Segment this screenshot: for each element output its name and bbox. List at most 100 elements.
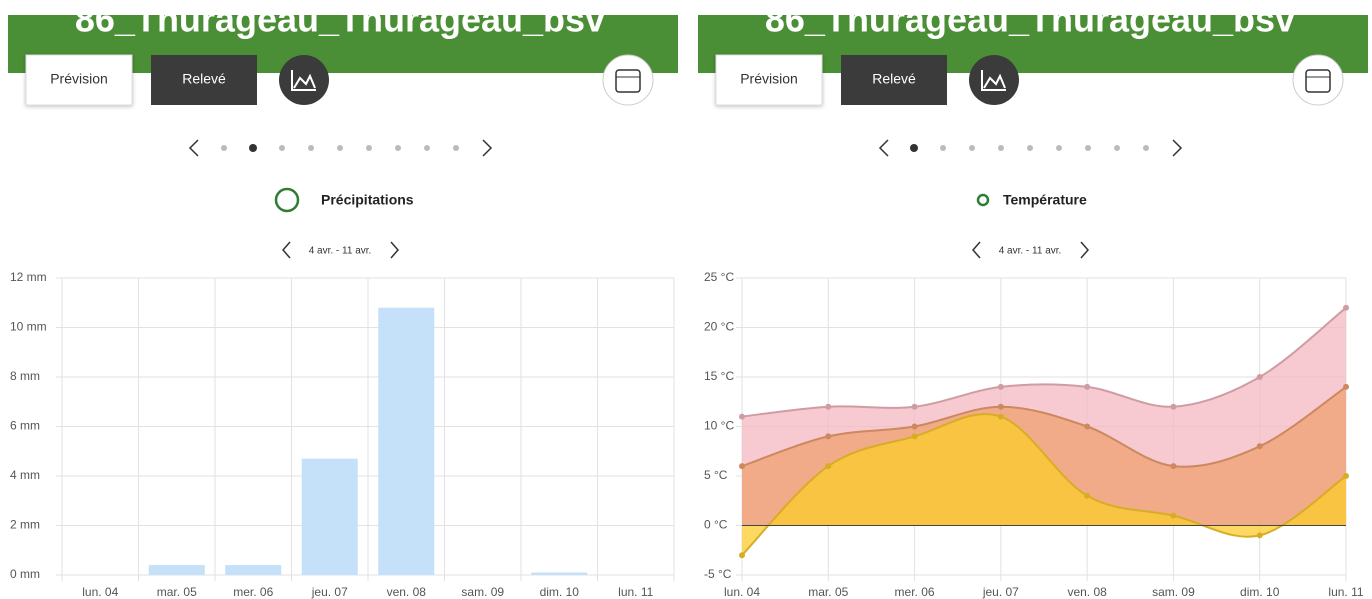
section-icon	[276, 189, 298, 211]
y-tick-label: 8 mm	[10, 369, 40, 383]
range-prev[interactable]	[973, 242, 980, 258]
pager-dot[interactable]	[1056, 145, 1062, 151]
y-tick-label: 20 °C	[704, 320, 734, 334]
chart-button[interactable]	[279, 55, 329, 105]
point	[912, 433, 918, 439]
date-range: 4 avr. - 11 avr.	[309, 246, 372, 257]
y-tick-label: 4 mm	[10, 468, 40, 482]
point	[825, 463, 831, 469]
x-tick-label: lun. 11	[618, 585, 653, 599]
pager-dot[interactable]	[308, 145, 314, 151]
pager-dot[interactable]	[424, 145, 430, 151]
range-next[interactable]	[391, 242, 398, 258]
point	[825, 404, 831, 410]
x-tick-label: sam. 09	[1152, 585, 1195, 599]
screen: 86_Thurageau_Thurageau_bsv Prévision Relev…	[0, 0, 1372, 599]
page: 86_Thurageau_Thurageau_bsv Prévision Relev…	[0, 0, 1372, 599]
y-tick-label: 25 °C	[704, 270, 734, 284]
calendar-button[interactable]	[603, 55, 653, 105]
point	[1343, 305, 1349, 311]
pager-dot[interactable]	[366, 145, 372, 151]
point	[825, 433, 831, 439]
pager-next[interactable]	[483, 140, 491, 156]
tab-label: Prévision	[50, 71, 108, 87]
y-tick-label: 6 mm	[10, 419, 40, 433]
point	[739, 414, 745, 420]
x-tick-label: ven. 08	[1067, 585, 1107, 599]
x-tick-label: mer. 06	[233, 585, 273, 599]
date-range: 4 avr. - 11 avr.	[999, 246, 1062, 257]
pager-dot[interactable]	[910, 144, 918, 152]
bar	[378, 308, 434, 575]
x-tick-label: jeu. 07	[311, 585, 348, 599]
point	[1343, 473, 1349, 479]
point	[739, 552, 745, 558]
bar	[225, 565, 281, 575]
bar	[531, 573, 587, 575]
x-tick-label: dim. 10	[540, 585, 580, 599]
point	[1084, 424, 1090, 430]
y-tick-label: 10 °C	[704, 419, 734, 433]
pager-dot[interactable]	[1085, 145, 1091, 151]
pager-dot[interactable]	[940, 145, 946, 151]
y-tick-label: 10 mm	[10, 320, 47, 334]
y-tick-label: 15 °C	[704, 369, 734, 383]
point	[1343, 384, 1349, 390]
point	[739, 463, 745, 469]
point	[912, 424, 918, 430]
x-tick-label: lun. 04	[82, 585, 118, 599]
x-tick-label: jeu. 07	[982, 585, 1019, 599]
pager-dot[interactable]	[279, 145, 285, 151]
pager-dot[interactable]	[249, 144, 257, 152]
pager-next[interactable]	[1173, 140, 1181, 156]
pager-dot[interactable]	[337, 145, 343, 151]
section-title: Précipitations	[321, 192, 414, 208]
pager-dot[interactable]	[395, 145, 401, 151]
point	[1170, 513, 1176, 519]
x-tick-label: dim. 10	[1240, 585, 1280, 599]
pager-dot[interactable]	[1027, 145, 1033, 151]
calendar-button[interactable]	[1293, 55, 1343, 105]
tab-label: Relevé	[872, 71, 916, 87]
x-tick-label: mar. 05	[157, 585, 197, 599]
pager-dot[interactable]	[1114, 145, 1120, 151]
point	[998, 404, 1004, 410]
header-title: 86_Thurageau_Thurageau_bsv	[75, 0, 605, 40]
bar	[302, 459, 358, 575]
point	[1257, 374, 1263, 380]
y-tick-label: 0 mm	[10, 567, 40, 581]
y-tick-label: -5 °C	[704, 567, 732, 581]
pager-prev[interactable]	[880, 140, 888, 156]
section-icon	[978, 195, 988, 205]
x-tick-label: sam. 09	[461, 585, 504, 599]
pager-dot[interactable]	[998, 145, 1004, 151]
pager-prev[interactable]	[190, 140, 198, 156]
pager-dot[interactable]	[969, 145, 975, 151]
point	[1170, 463, 1176, 469]
x-tick-label: ven. 08	[387, 585, 427, 599]
y-tick-label: 5 °C	[704, 468, 728, 482]
x-tick-label: mer. 06	[895, 585, 935, 599]
tab-label: Relevé	[182, 71, 226, 87]
x-tick-label: mar. 05	[808, 585, 848, 599]
pager-dot[interactable]	[1143, 145, 1149, 151]
point	[1170, 404, 1176, 410]
point	[912, 404, 918, 410]
pager-dot[interactable]	[221, 145, 227, 151]
section-title: Température	[1003, 192, 1087, 208]
bar	[149, 565, 205, 575]
y-tick-label: 2 mm	[10, 518, 40, 532]
range-next[interactable]	[1081, 242, 1088, 258]
point	[1084, 493, 1090, 499]
pager-dot[interactable]	[453, 145, 459, 151]
x-tick-label: lun. 11	[1328, 585, 1363, 599]
x-tick-label: lun. 04	[724, 585, 760, 599]
point	[1257, 532, 1263, 538]
tab-label: Prévision	[740, 71, 798, 87]
y-tick-label: 0 °C	[704, 518, 728, 532]
point	[998, 384, 1004, 390]
range-prev[interactable]	[283, 242, 290, 258]
point	[1084, 384, 1090, 390]
header-title: 86_Thurageau_Thurageau_bsv	[765, 0, 1295, 40]
chart-button[interactable]	[969, 55, 1019, 105]
